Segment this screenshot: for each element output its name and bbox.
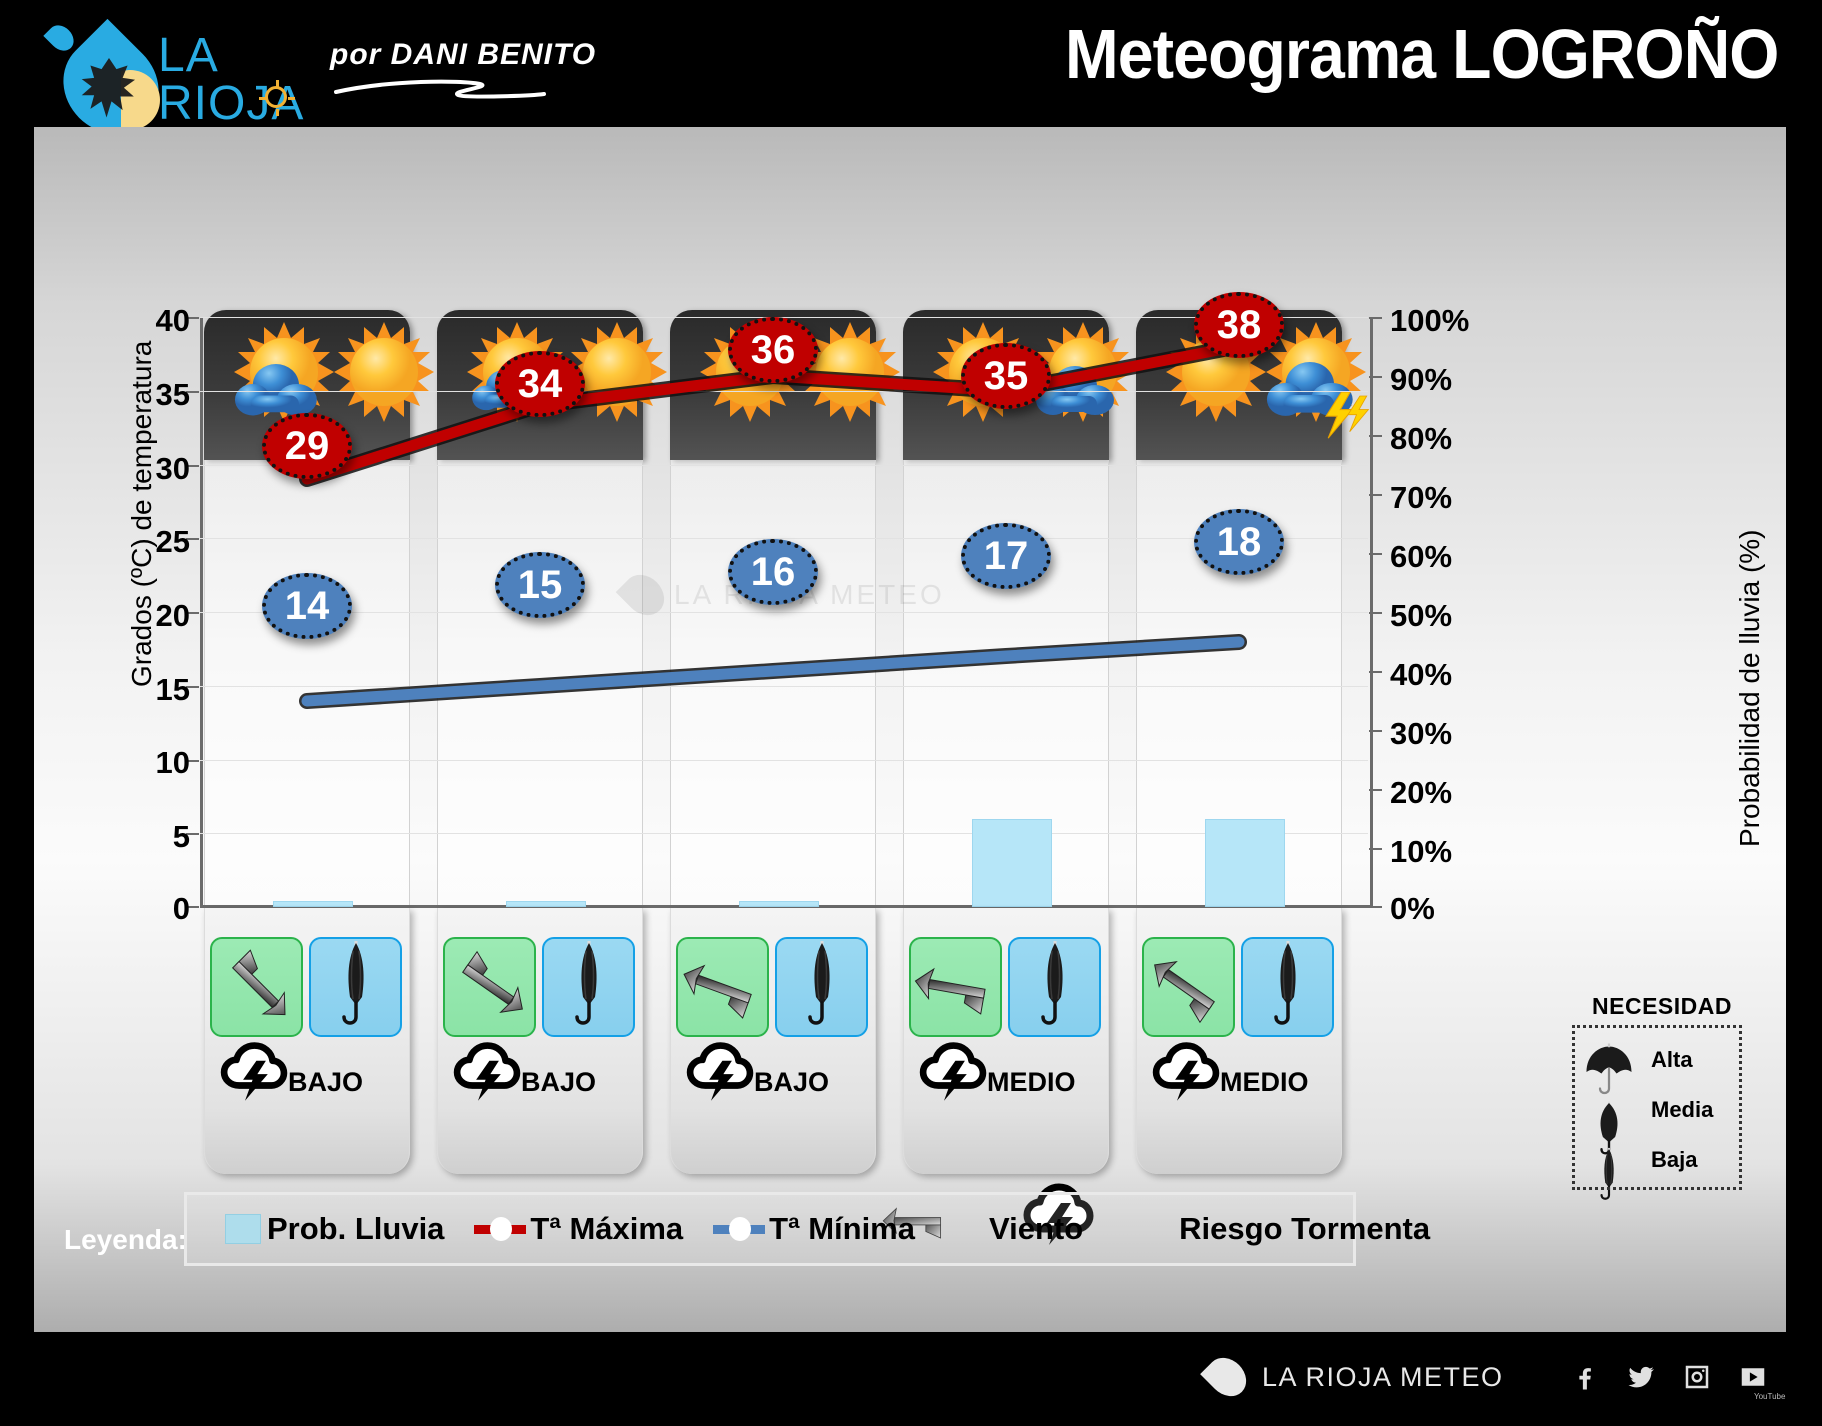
storm-level-0: BAJO <box>288 1066 364 1097</box>
y-tick-right-0: 0% <box>1390 891 1435 926</box>
legend-item-tmax: Tª Máxima <box>474 1195 683 1263</box>
y-tick-left-5: 5 <box>172 819 190 854</box>
y-tick-left-25: 25 <box>155 524 190 559</box>
y-tick-left-15: 15 <box>155 672 190 707</box>
rain-bar-4 <box>1205 819 1285 907</box>
legend-text-wind: Viento <box>988 1211 1084 1246</box>
legend-text-tmin: Tª Mínima <box>769 1211 915 1246</box>
storm-row-4: MEDIO <box>1136 1047 1342 1117</box>
storm-row-2: BAJO <box>670 1047 876 1117</box>
tmax-bubble-1: 34 <box>495 351 585 417</box>
brand-line-1: LA RIOJA <box>158 29 305 130</box>
rain-swatch-icon <box>225 1214 261 1244</box>
storm-level-2: BAJO <box>754 1066 830 1097</box>
brand-sun-icon <box>259 80 287 108</box>
legend-text-rain: Prob. Lluvia <box>267 1211 445 1246</box>
necesidad-title: NECESIDAD <box>1592 993 1732 1019</box>
rain-bar-1 <box>506 901 586 907</box>
y-tick-right-10: 10% <box>1390 834 1453 869</box>
legend-item-wind: Viento <box>989 1195 1083 1263</box>
storm-row-0: BAJO <box>204 1047 410 1117</box>
page-title: Meteograma LOGROÑO <box>1064 15 1779 93</box>
y-tick-left-35: 35 <box>155 377 190 412</box>
footer-brand: LA RIOJA METEO <box>1200 1350 1504 1404</box>
wind-box-3[interactable] <box>909 937 1002 1037</box>
necesidad-box: Alta Media Baja <box>1572 1025 1742 1190</box>
tmin-bubble-3: 17 <box>961 523 1051 589</box>
tmin-bubble-2: 16 <box>728 539 818 605</box>
storm-row-3: MEDIO <box>903 1047 1109 1117</box>
wind-box-1[interactable] <box>443 937 536 1037</box>
tmax-bubble-4: 38 <box>1194 292 1284 358</box>
youtube-icon[interactable] <box>1738 1362 1768 1392</box>
storm-row-1: BAJO <box>437 1047 643 1117</box>
rain-bar-2 <box>739 901 819 907</box>
tmax-bubble-0: 29 <box>262 413 352 479</box>
byline-text: por DANI BENITO <box>330 38 597 71</box>
legend-text-storm: Riesgo Tormenta <box>1179 1211 1431 1246</box>
necesidad-label-alta: Alta <box>1651 1047 1693 1072</box>
umbrella-box-4[interactable] <box>1241 937 1334 1037</box>
rain-bar-0 <box>273 901 353 907</box>
youtube-caption: YouTube <box>1754 1392 1786 1401</box>
necesidad-label-baja: Baja <box>1651 1147 1698 1172</box>
y-tick-right-20: 20% <box>1390 775 1453 810</box>
footer-brand-text: LA RIOJA METEO <box>1262 1361 1504 1392</box>
storm-level-4: MEDIO <box>1220 1066 1309 1097</box>
rain-bar-3 <box>972 819 1052 907</box>
footer-curve-shape <box>1080 1352 1822 1426</box>
y-tick-right-60: 60% <box>1390 539 1453 574</box>
storm-level-1: BAJO <box>521 1066 597 1097</box>
facebook-icon[interactable] <box>1570 1362 1600 1392</box>
legend-item-tmin: Tª Mínima <box>713 1195 915 1263</box>
instagram-icon[interactable] <box>1682 1362 1712 1392</box>
y-tick-right-70: 70% <box>1390 480 1453 515</box>
legend-text-tmax: Tª Máxima <box>530 1211 684 1246</box>
y-tick-left-30: 30 <box>155 451 190 486</box>
y-tick-left-10: 10 <box>155 745 190 780</box>
y-tick-left-40: 40 <box>155 303 190 338</box>
y-tick-right-80: 80% <box>1390 421 1453 456</box>
y-tick-left-0: 0 <box>172 891 190 926</box>
umbrella-box-0[interactable] <box>309 937 402 1037</box>
tmax-bubble-3: 35 <box>961 343 1051 409</box>
tmax-bubble-2: 36 <box>728 317 818 383</box>
y-tick-right-100: 100% <box>1390 303 1470 338</box>
legend-strip: Prob. Lluvia Tª Máxima Tª Mínima Viento … <box>184 1192 1430 1266</box>
y-tick-right-50: 50% <box>1390 598 1453 633</box>
storm-level-3: MEDIO <box>987 1066 1076 1097</box>
legend-item-storm: Riesgo Tormenta <box>1179 1195 1430 1263</box>
umbrella-box-2[interactable] <box>775 937 868 1037</box>
tmin-bubble-4: 18 <box>1194 509 1284 575</box>
wind-box-2[interactable] <box>676 937 769 1037</box>
logo-droplet-small <box>43 20 79 56</box>
wind-box-0[interactable] <box>210 937 303 1037</box>
necesidad-label-media: Media <box>1651 1097 1714 1122</box>
meteogram-panel: Grados (ºC) de temperatura Probabilidad … <box>34 127 1786 1392</box>
min-temp-icon <box>713 1216 766 1242</box>
y-tick-right-40: 40% <box>1390 657 1453 692</box>
legend-item-rain: Prob. Lluvia <box>225 1195 444 1263</box>
byline: por DANI BENITO <box>330 38 597 105</box>
byline-signature-icon <box>334 79 546 99</box>
tmin-bubble-0: 14 <box>262 573 352 639</box>
y-tick-left-20: 20 <box>155 598 190 633</box>
social-links <box>1570 1362 1768 1392</box>
footer-bar: LA RIOJA METEO YouTube <box>0 1332 1822 1426</box>
y-tick-right-30: 30% <box>1390 716 1453 751</box>
max-temp-icon <box>474 1216 527 1242</box>
wind-box-4[interactable] <box>1142 937 1235 1037</box>
umbrella-box-3[interactable] <box>1008 937 1101 1037</box>
twitter-icon[interactable] <box>1626 1362 1656 1392</box>
y-axis-right-title: Probabilidad de lluvia (%) <box>1734 529 1765 847</box>
tmin-bubble-1: 15 <box>495 552 585 618</box>
legend-title: Leyenda: <box>64 1224 187 1255</box>
umbrella-box-1[interactable] <box>542 937 635 1037</box>
brand-logo: LA RIOJA METEO <box>38 18 338 178</box>
y-tick-right-90: 90% <box>1390 362 1453 397</box>
header-bar: LA RIOJA METEO por DANI BENITO Meteogram… <box>0 0 1822 178</box>
